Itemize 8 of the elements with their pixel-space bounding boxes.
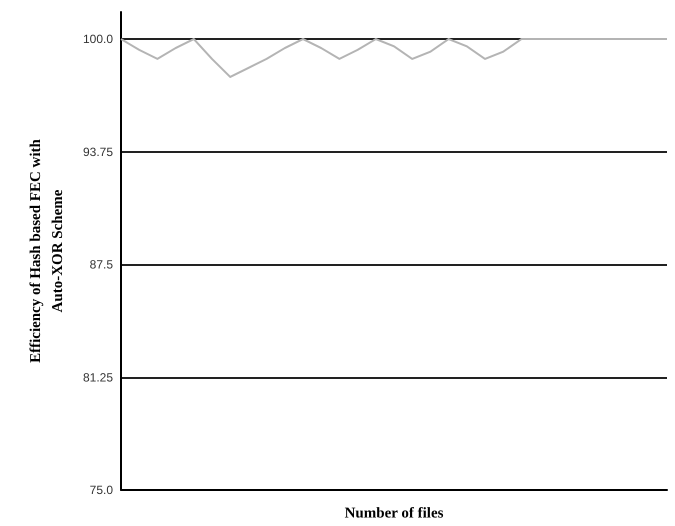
- y-tick-label: 93.75: [82, 144, 114, 159]
- y-tick-label: 75.0: [90, 483, 114, 497]
- x-axis-title: Number of files: [344, 506, 444, 522]
- y-tick-label: 87.5: [90, 258, 114, 272]
- line-series: [120, 38, 668, 78]
- y-axis-title: Efficiency of Hash based FEC with Auto-XOR Scheme: [28, 138, 66, 363]
- y-tick-label: 100.0: [82, 32, 114, 46]
- y-tick-label: 81.25: [82, 370, 114, 384]
